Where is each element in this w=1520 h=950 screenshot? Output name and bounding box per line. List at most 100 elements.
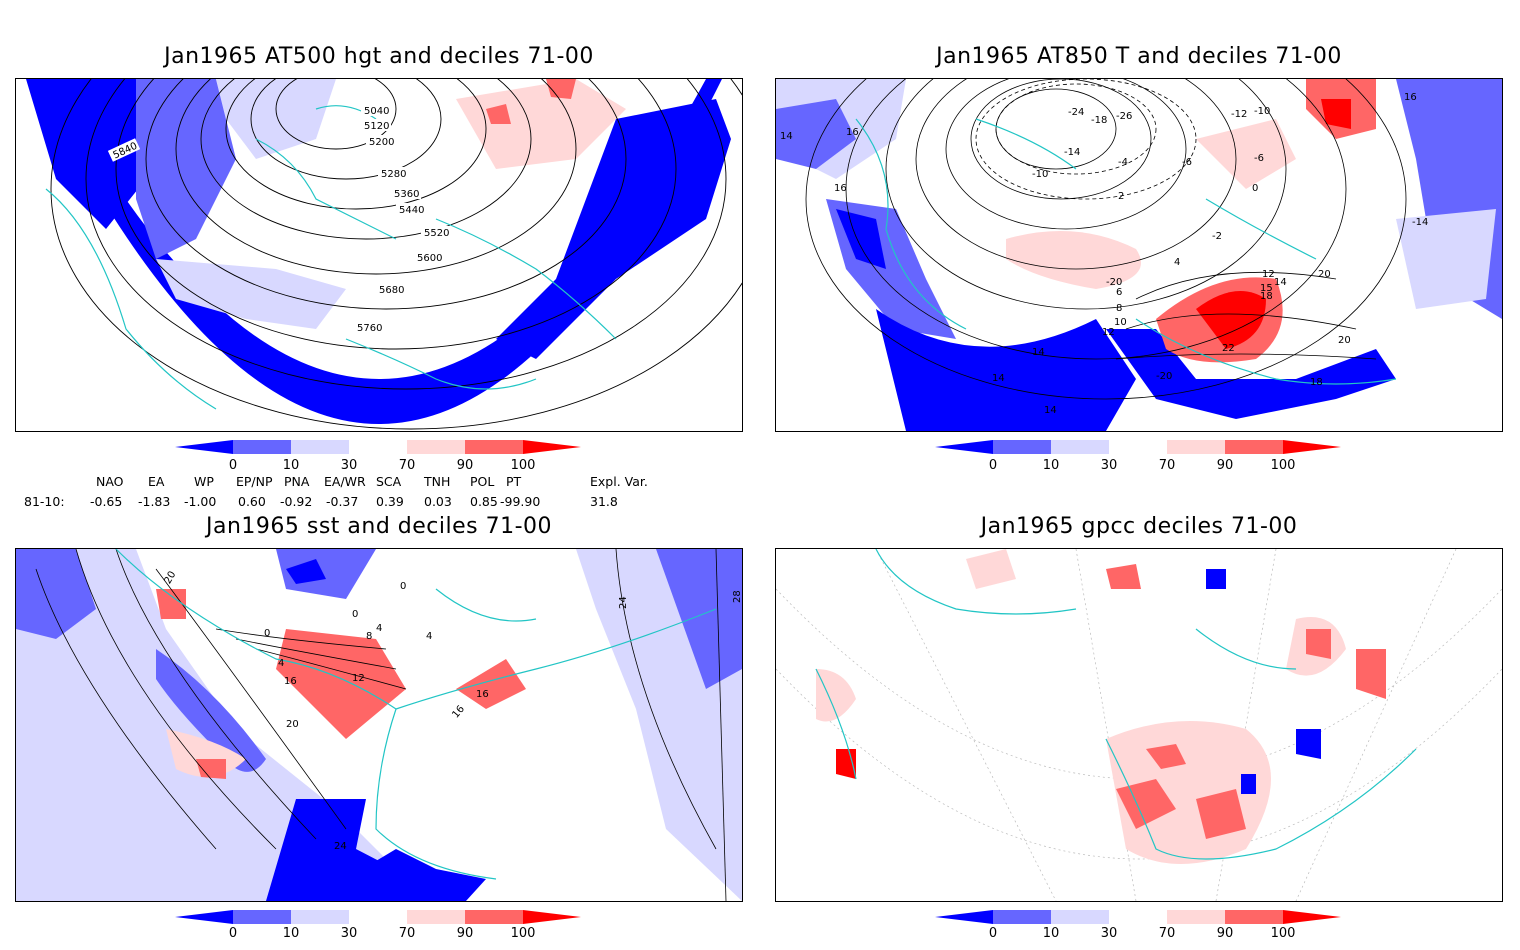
colorbar-label: 70 [398, 926, 416, 941]
panel-title-gpcc: Jan1965 gpcc deciles 71-00 [980, 514, 1298, 539]
contour-label: 0 [352, 609, 358, 620]
contour-label: 5600 [417, 253, 442, 264]
contour-label: 5120 [364, 121, 389, 132]
index-header: TNH [424, 474, 451, 489]
colorbar-segment [993, 910, 1051, 924]
index-header: EA/WR [324, 474, 366, 489]
colorbar-segment [1051, 440, 1109, 454]
contour-label: -14 [1064, 147, 1080, 158]
contour-label: 28 [732, 590, 742, 603]
colorbar-label: 30 [340, 458, 358, 473]
colorbar-segment [407, 440, 465, 454]
contour-label: 24 [618, 596, 629, 609]
contour-label: -10 [1254, 106, 1270, 117]
contour-label: 24 [334, 841, 347, 852]
colorbar-segment [523, 910, 581, 924]
panel-title-sst: Jan1965 sst and deciles 71-00 [205, 514, 553, 539]
contour-label: 16 [1404, 92, 1417, 103]
contour-label: 4 [376, 623, 382, 634]
contour-label: -20 [1156, 371, 1172, 382]
colorbar-at500: 0 10 30 70 90 100 [175, 440, 595, 480]
contour-label: 12 [1262, 269, 1275, 280]
contour-label: -4 [1118, 157, 1128, 168]
colorbar-segment [1283, 440, 1341, 454]
contour-label: 12 [352, 673, 365, 684]
index-header: Expl. Var. [590, 474, 648, 489]
contour-label: 2 [1118, 191, 1124, 202]
colorbar-segment [465, 440, 523, 454]
colorbar-gpcc: 0 10 30 70 90 100 [935, 910, 1355, 950]
contour-label: 4 [1174, 257, 1180, 268]
contour-label: 14 [780, 131, 793, 142]
colorbar-label: 90 [456, 926, 474, 941]
colorbar-label: 90 [1216, 926, 1234, 941]
contour-label: 5520 [424, 228, 449, 239]
index-value: -0.37 [326, 494, 359, 509]
contour-label: -6 [1182, 157, 1192, 168]
colorbar-segment [349, 440, 407, 454]
colorbar-label: 100 [1270, 458, 1296, 473]
colorbar-segment [175, 440, 233, 454]
colorbar-segment [233, 440, 291, 454]
colorbar-segment [407, 910, 465, 924]
colorbar-label: 70 [398, 458, 416, 473]
contour-label: 16 [834, 183, 847, 194]
contour-label: 5680 [379, 285, 404, 296]
index-header: EP/NP [236, 474, 273, 489]
index-value: -1.00 [184, 494, 217, 509]
index-value: 0.39 [376, 494, 404, 509]
contour-label: 5040 [364, 106, 389, 117]
contour-label: 22 [1222, 343, 1235, 354]
map-gpcc [775, 548, 1503, 902]
colorbar-label: 90 [1216, 458, 1234, 473]
colorbar-segment [175, 910, 233, 924]
contour-label: 0 [400, 581, 406, 592]
contour-label: 16 [476, 689, 489, 700]
contour-label: 14 [1044, 405, 1057, 416]
contour-label: 18 [1260, 291, 1273, 302]
contour-label: 10 [1114, 317, 1127, 328]
map-at850-temp: 16 16 16 14 -24 -18 -26 -12 -10 -6 -4 -1… [775, 78, 1503, 432]
index-header: WP [194, 474, 214, 489]
contour-label: -10 [1032, 169, 1048, 180]
contour-label: 20 [163, 569, 179, 586]
contour-label: 6 [1116, 287, 1122, 298]
colorbar-label: 0 [228, 926, 238, 941]
index-value: 0.85 [470, 494, 498, 509]
colorbar-segment [233, 910, 291, 924]
colorbar-segment [523, 440, 581, 454]
colorbar-label: 70 [1158, 926, 1176, 941]
contour-label: -20 [1106, 277, 1122, 288]
colorbar-segment [1051, 910, 1109, 924]
contour-label: 14 [1032, 347, 1045, 358]
colorbar-label: 10 [282, 458, 300, 473]
index-header: POL [470, 474, 495, 489]
colorbar-label: 30 [1100, 926, 1118, 941]
contour-label: 5280 [381, 169, 406, 180]
contour-label: 5200 [369, 137, 394, 148]
colorbar-label: 100 [1270, 926, 1296, 941]
colorbar-label: 10 [1042, 926, 1060, 941]
contour-label: 5360 [394, 189, 419, 200]
colorbar-segment [1109, 440, 1167, 454]
index-header: NAO [96, 474, 124, 489]
panel-title-at500: Jan1965 AT500 hgt and deciles 71-00 [164, 44, 594, 69]
map-sst: 20 0 4 8 12 16 16 16 20 24 24 28 0 4 4 0 [15, 548, 743, 902]
index-value: 31.8 [590, 494, 618, 509]
colorbar-segment [1109, 910, 1167, 924]
colorbar-label: 30 [340, 926, 358, 941]
colorbar-segment [291, 440, 349, 454]
contour-label: -2 [1212, 231, 1222, 242]
contour-label: 0 [1252, 183, 1258, 194]
contour-label: 16 [846, 127, 859, 138]
contour-label: 5440 [399, 205, 424, 216]
contour-label: 8 [366, 631, 372, 642]
contour-label: 8 [1116, 303, 1122, 314]
index-header: PNA [284, 474, 310, 489]
index-value: 0.60 [238, 494, 266, 509]
contour-label: -18 [1091, 115, 1107, 126]
index-header: PT [506, 474, 522, 489]
colorbar-segment [1283, 910, 1341, 924]
colorbar-label: 0 [988, 458, 998, 473]
contour-label: 4 [278, 658, 284, 669]
